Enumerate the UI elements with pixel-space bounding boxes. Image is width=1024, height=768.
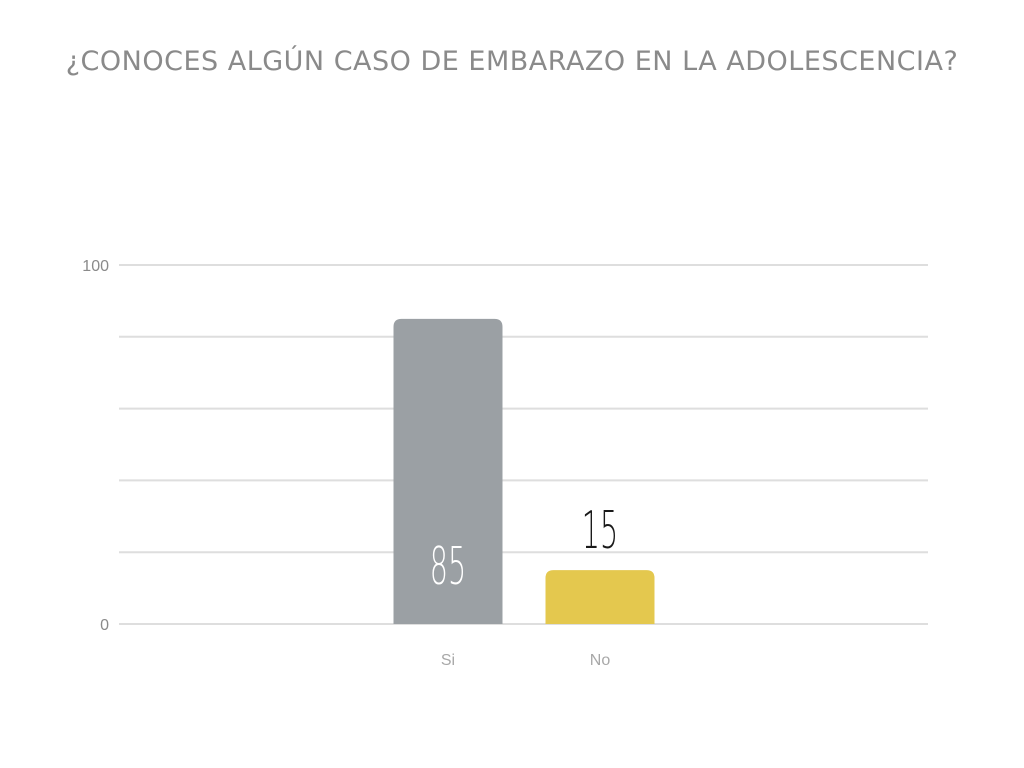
data-label-no: 15 — [582, 500, 618, 561]
gridlines — [119, 264, 928, 625]
data-labels: 85 15 — [430, 500, 618, 597]
y-tick-label: 0 — [100, 617, 109, 634]
y-axis-ticks: 0 100 — [82, 258, 109, 634]
data-label-si: 85 — [430, 536, 466, 597]
bars — [393, 318, 655, 624]
x-tick-label-no: No — [590, 652, 611, 669]
x-tick-label-si: Si — [441, 652, 455, 669]
x-axis-ticks: Si No — [441, 652, 610, 669]
bar-no — [545, 570, 655, 624]
chart-title: ¿CONOCES ALGÚN CASO DE EMBARAZO EN LA AD… — [65, 46, 959, 77]
bar-si — [393, 318, 503, 624]
y-tick-label: 100 — [82, 258, 109, 275]
